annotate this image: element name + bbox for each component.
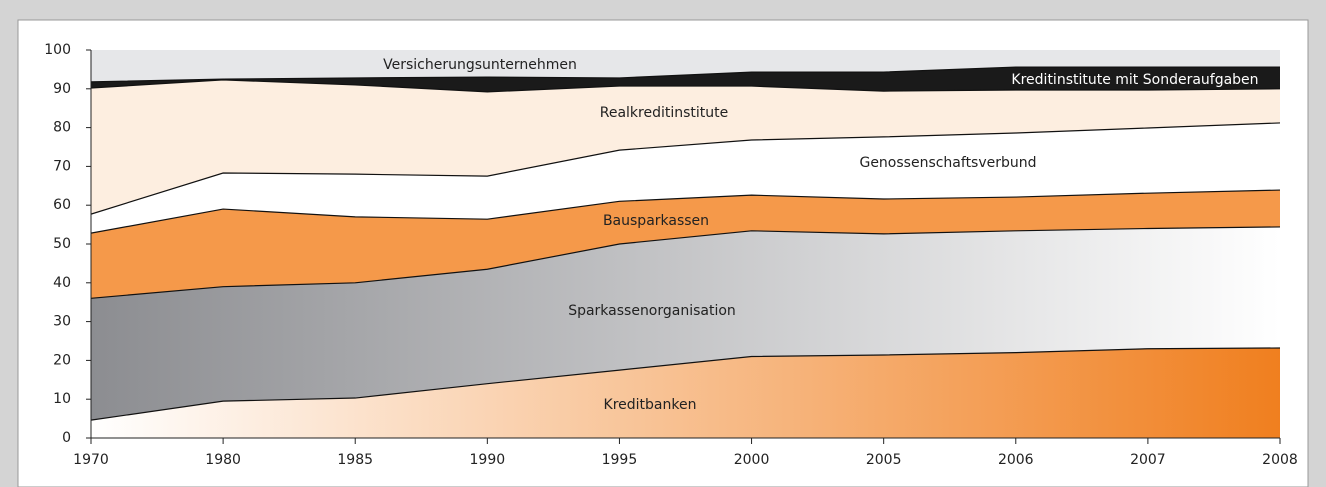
area [91,190,1280,299]
series-label: Realkreditinstitute [600,105,729,121]
area [91,67,1280,92]
x-tick-label: 1990 [470,452,506,468]
series-label: Sparkassenorganisation [568,303,736,319]
y-tick-label: 70 [53,158,71,174]
y-tick-label: 100 [44,42,71,58]
y-tick-label: 30 [53,314,71,330]
y-tick-label: 20 [53,352,71,368]
y-tick-label: 10 [53,391,71,407]
x-tick-label: 1970 [73,452,109,468]
series-label: Kreditinstitute mit Sonderaufgaben [1011,72,1258,88]
series-label: Kreditbanken [604,397,697,413]
boundary-line [90,66,1280,83]
boundary-line [90,347,1281,421]
series-label: Bausparkassen [603,213,709,229]
area [91,226,1280,421]
boundary-line [90,122,1281,215]
x-tick-label: 1980 [205,452,241,468]
x-tick-label: 1995 [602,452,638,468]
y-tick-label: 40 [53,275,71,291]
y-tick-label: 50 [53,236,71,252]
series-label: Versicherungsunternehmen [383,57,577,73]
y-tick-label: 60 [53,197,71,213]
x-tick-label: 2006 [998,452,1034,468]
area [91,50,1280,82]
series-label: Genossenschaftsverbund [859,155,1036,171]
area [91,347,1280,438]
boundary-line [90,226,1281,299]
y-tick-label: 90 [53,81,71,97]
area [91,79,1280,215]
x-tick-label: 2000 [734,452,770,468]
y-tick-label: 80 [53,120,71,136]
x-tick-label: 2007 [1130,452,1166,468]
x-tick-label: 1985 [337,452,373,468]
x-tick-label: 2008 [1262,452,1298,468]
y-tick-label: 0 [62,430,71,446]
boundary-line [90,79,1281,93]
boundary-line [90,189,1281,234]
area [91,122,1280,234]
x-tick-label: 2005 [866,452,902,468]
